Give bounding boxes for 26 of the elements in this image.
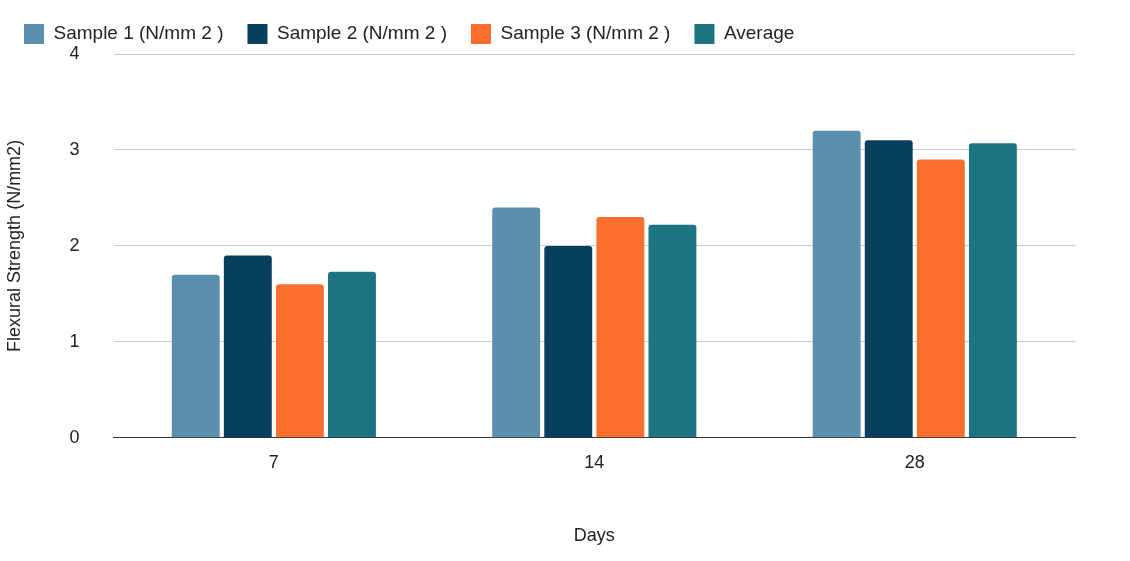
x-tick-label: 7 <box>268 451 279 472</box>
bar <box>916 159 965 438</box>
legend-label: Sample 2 (N/mm 2 ) <box>276 22 447 44</box>
y-tick-label: 1 <box>69 330 80 351</box>
bar <box>596 217 645 438</box>
bar <box>171 274 220 438</box>
bar <box>275 284 324 438</box>
bar <box>544 245 593 438</box>
legend-label: Sample 3 (N/mm 2 ) <box>500 22 671 44</box>
bar <box>648 224 697 438</box>
bar <box>223 255 272 438</box>
y-tick-label: 4 <box>69 42 80 63</box>
y-tick-label: 2 <box>69 234 80 255</box>
bar <box>328 271 376 438</box>
x-tick-label: 28 <box>904 451 925 472</box>
bar <box>812 130 861 438</box>
y-axis-title: Flexural Strength (N/mm2) <box>3 139 24 352</box>
bar <box>864 140 913 438</box>
legend-label: Average <box>723 22 795 44</box>
bar <box>968 143 1017 438</box>
x-tick-label: 14 <box>584 451 605 472</box>
bar <box>492 207 541 438</box>
legend-label: Sample 1 (N/mm 2 ) <box>53 22 224 44</box>
y-tick-label: 3 <box>69 138 80 159</box>
y-tick-label: 0 <box>69 426 80 447</box>
x-axis-title: Days <box>573 525 615 546</box>
